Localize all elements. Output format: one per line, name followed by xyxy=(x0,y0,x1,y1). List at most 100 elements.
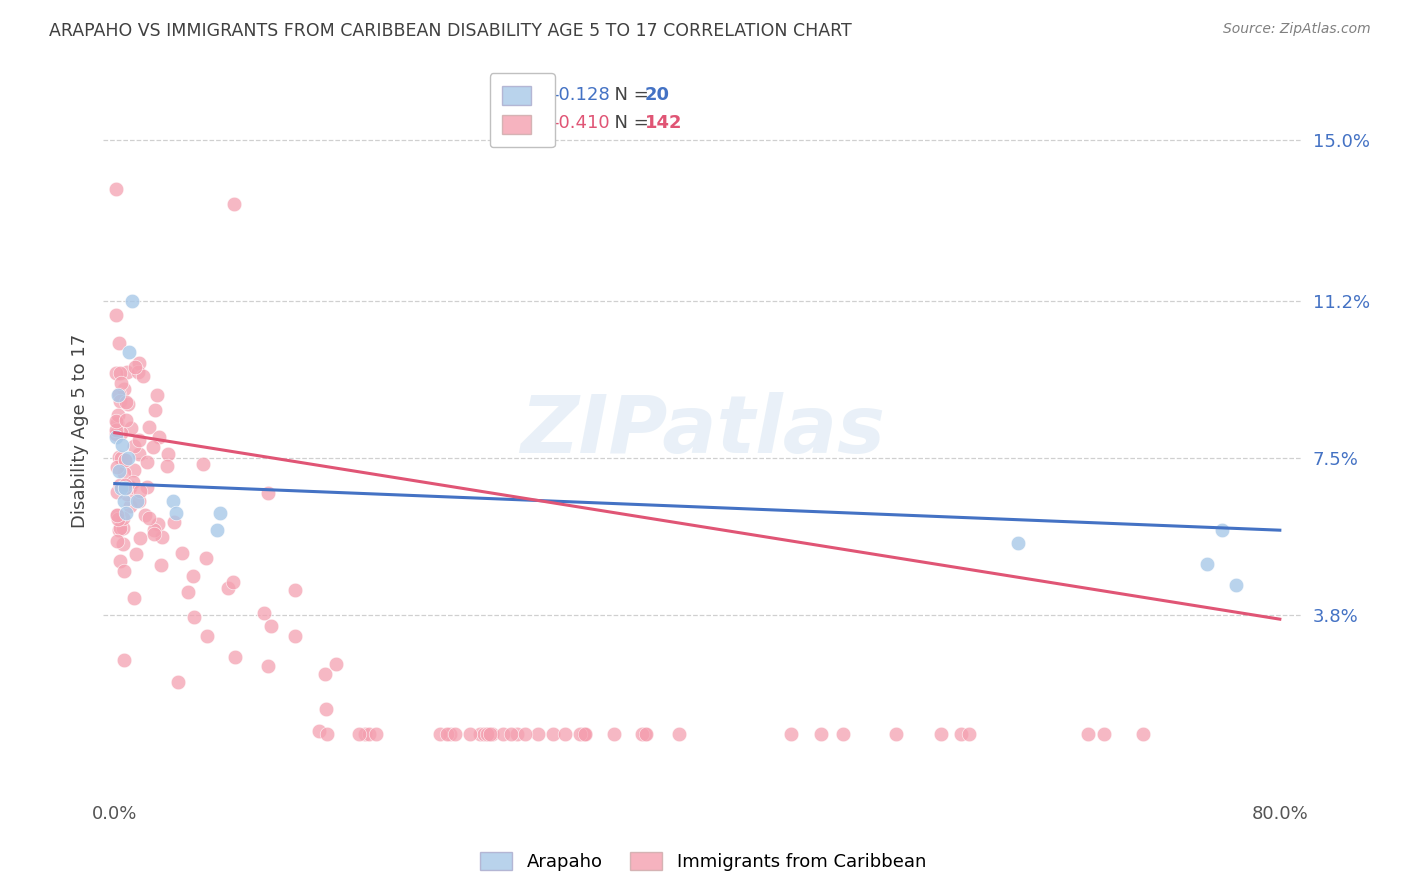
Point xyxy=(506,726,529,740)
Point xyxy=(603,726,626,740)
Point xyxy=(1077,726,1099,740)
Point xyxy=(110,481,132,495)
Point xyxy=(780,726,803,740)
Point xyxy=(191,457,214,471)
Point xyxy=(208,506,231,520)
Point xyxy=(105,423,128,437)
Point xyxy=(105,426,128,441)
Point xyxy=(513,726,536,740)
Point xyxy=(316,726,339,740)
Point xyxy=(170,546,193,560)
Point xyxy=(107,409,129,423)
Point xyxy=(114,482,136,496)
Point xyxy=(162,493,184,508)
Point xyxy=(929,726,952,740)
Point xyxy=(443,726,465,740)
Legend: Arapaho, Immigrants from Caribbean: Arapaho, Immigrants from Caribbean xyxy=(472,845,934,879)
Point xyxy=(257,659,280,673)
Point xyxy=(436,726,458,740)
Point xyxy=(107,512,129,526)
Point xyxy=(107,387,129,401)
Point xyxy=(108,464,131,478)
Point xyxy=(150,530,173,544)
Point xyxy=(115,506,138,520)
Point xyxy=(142,526,165,541)
Point xyxy=(107,416,129,430)
Point xyxy=(501,726,523,740)
Point xyxy=(631,726,654,740)
Point xyxy=(572,726,595,740)
Point xyxy=(146,517,169,532)
Point xyxy=(108,521,131,535)
Point xyxy=(117,397,139,411)
Point xyxy=(481,726,503,740)
Point xyxy=(134,508,156,523)
Text: Source: ZipAtlas.com: Source: ZipAtlas.com xyxy=(1223,22,1371,37)
Point xyxy=(142,440,165,454)
Point xyxy=(105,485,128,500)
Point xyxy=(224,649,246,664)
Point xyxy=(110,376,132,390)
Point xyxy=(105,182,128,196)
Point xyxy=(114,481,136,495)
Point xyxy=(112,467,135,481)
Point xyxy=(125,493,148,508)
Point xyxy=(314,666,336,681)
Point xyxy=(429,726,451,740)
Point xyxy=(105,508,128,523)
Point xyxy=(832,726,855,740)
Point xyxy=(439,726,461,740)
Point xyxy=(112,511,135,525)
Point xyxy=(122,591,145,606)
Point xyxy=(124,548,146,562)
Point xyxy=(257,486,280,500)
Point xyxy=(364,726,387,740)
Point xyxy=(315,702,337,716)
Text: 20: 20 xyxy=(645,86,669,103)
Point xyxy=(574,726,596,740)
Point xyxy=(195,550,218,565)
Point xyxy=(105,534,128,549)
Point xyxy=(110,426,132,441)
Point xyxy=(105,430,128,444)
Point xyxy=(1092,726,1115,740)
Point xyxy=(121,294,143,309)
Point xyxy=(1132,726,1154,740)
Point xyxy=(132,368,155,383)
Point xyxy=(325,657,347,672)
Point xyxy=(128,356,150,370)
Point xyxy=(115,365,138,379)
Point xyxy=(121,475,143,489)
Point xyxy=(112,564,135,578)
Point xyxy=(477,726,499,740)
Point xyxy=(110,451,132,466)
Point xyxy=(107,336,129,351)
Point xyxy=(163,516,186,530)
Point xyxy=(114,452,136,467)
Point xyxy=(138,420,160,434)
Point xyxy=(112,653,135,667)
Point xyxy=(166,675,188,690)
Point xyxy=(347,726,370,740)
Point xyxy=(128,494,150,508)
Point xyxy=(128,434,150,448)
Point xyxy=(108,366,131,380)
Point xyxy=(112,493,135,508)
Point xyxy=(479,726,502,740)
Point xyxy=(668,726,690,740)
Point xyxy=(156,447,179,461)
Point xyxy=(308,724,330,739)
Point xyxy=(950,726,973,740)
Point xyxy=(114,452,136,467)
Text: -0.410: -0.410 xyxy=(553,113,610,132)
Point xyxy=(138,511,160,525)
Point xyxy=(527,726,550,740)
Point xyxy=(357,726,380,740)
Point xyxy=(475,726,498,740)
Text: N =: N = xyxy=(603,86,654,103)
Point xyxy=(572,726,595,740)
Point xyxy=(353,726,375,740)
Text: N =: N = xyxy=(603,113,654,132)
Point xyxy=(569,726,592,740)
Point xyxy=(195,629,218,643)
